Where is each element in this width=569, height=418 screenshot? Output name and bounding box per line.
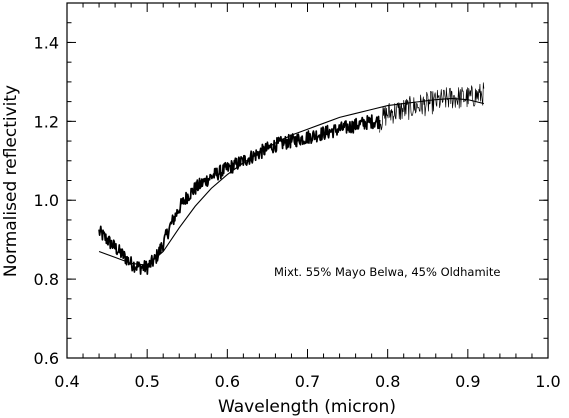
model-fit-line xyxy=(98,97,485,266)
chart-annotation: Mixt. 55% Mayo Belwa, 45% Oldhamite xyxy=(274,265,500,279)
y-tick-label: 1.4 xyxy=(34,33,59,52)
chart-marks xyxy=(98,82,485,275)
y-tick-label: 1.2 xyxy=(34,112,59,131)
x-tick-label: 0.4 xyxy=(54,372,79,391)
spectrum-series-0 xyxy=(98,114,381,275)
plot-frame xyxy=(66,2,549,359)
x-tick-label: 1.0 xyxy=(535,372,560,391)
y-tick-label: 1.0 xyxy=(34,191,59,210)
x-tick-label: 0.9 xyxy=(455,372,480,391)
x-tick-label: 0.6 xyxy=(215,372,240,391)
x-tick-label: 0.5 xyxy=(134,372,159,391)
x-tick-label: 0.8 xyxy=(375,372,400,391)
x-axis-label: Wavelength (micron) xyxy=(218,397,396,417)
spectrum-series-1 xyxy=(379,82,485,133)
y-tick-label: 0.8 xyxy=(34,270,59,289)
x-tick-label: 0.7 xyxy=(295,372,320,391)
axis-ticks: 0.4 0.5 0.6 0.7 0.8 0.9 1.0 0.6 0.8 1.0 1.2 1.4 xyxy=(34,2,561,391)
y-tick-label: 0.6 xyxy=(34,349,59,368)
y-axis-label: Normalised reflectivity xyxy=(1,85,21,277)
